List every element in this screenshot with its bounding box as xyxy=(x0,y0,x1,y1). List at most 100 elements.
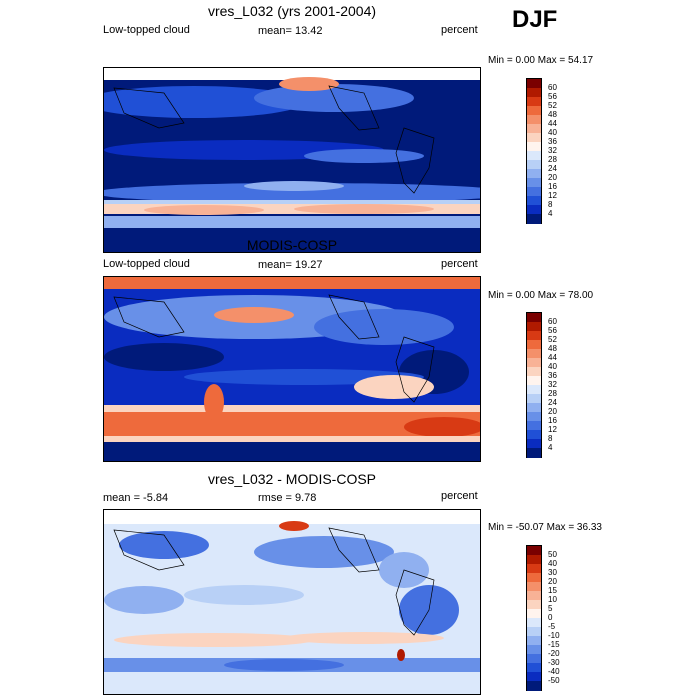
panel-2-map xyxy=(103,276,481,462)
colorbar-segment xyxy=(527,142,541,152)
colorbar-label: 48 xyxy=(548,110,557,119)
colorbar-label: 20 xyxy=(548,407,557,416)
panel-1-title: vres_L032 (yrs 2001-2004) xyxy=(207,3,377,19)
colorbar-label: 32 xyxy=(548,380,557,389)
colorbar-segment xyxy=(527,133,541,143)
colorbar-segment xyxy=(527,115,541,125)
colorbar-label: 44 xyxy=(548,353,557,362)
colorbar-segment xyxy=(527,349,541,359)
colorbar-segment xyxy=(527,79,541,89)
colorbar-segment xyxy=(527,313,541,323)
colorbar-label: 50 xyxy=(548,550,557,559)
colorbar-label: 28 xyxy=(548,389,557,398)
colorbar-segment xyxy=(527,367,541,377)
colorbar-label: 4 xyxy=(548,209,553,218)
colorbar-label: 56 xyxy=(548,326,557,335)
panel-2-title: MODIS-COSP xyxy=(246,237,338,253)
panel-2-units: percent xyxy=(441,258,478,270)
colorbar-segment xyxy=(527,582,541,592)
season-label: DJF xyxy=(512,6,558,33)
colorbar-segment xyxy=(527,178,541,188)
colorbar-label: 15 xyxy=(548,586,557,595)
colorbar-segment xyxy=(527,412,541,422)
colorbar-label: 8 xyxy=(548,200,553,209)
colorbar-segment xyxy=(527,609,541,619)
colorbar-label: 36 xyxy=(548,371,557,380)
colorbar-segment xyxy=(527,340,541,350)
colorbar-label: 4 xyxy=(548,443,553,452)
colorbar-segment xyxy=(527,430,541,440)
colorbar-segment xyxy=(527,564,541,574)
colorbar-segment xyxy=(527,618,541,628)
colorbar-label: 48 xyxy=(548,344,557,353)
panel-3-colorbar xyxy=(526,545,542,691)
colorbar-label: 40 xyxy=(548,128,557,137)
colorbar-segment xyxy=(527,636,541,646)
colorbar-segment xyxy=(527,358,541,368)
colorbar-label: 44 xyxy=(548,119,557,128)
colorbar-segment xyxy=(527,322,541,332)
panel-3-mean: mean = -5.84 xyxy=(103,492,169,504)
colorbar-segment xyxy=(527,439,541,449)
colorbar-label: 28 xyxy=(548,155,557,164)
panel-3-minmax: Min = -50.07 Max = 36.33 xyxy=(488,522,602,533)
colorbar-segment xyxy=(527,385,541,395)
colorbar-segment xyxy=(527,187,541,197)
colorbar-segment xyxy=(527,645,541,655)
colorbar-segment xyxy=(527,124,541,134)
colorbar-segment xyxy=(527,160,541,170)
colorbar-segment xyxy=(527,681,541,691)
colorbar-segment xyxy=(527,169,541,179)
colorbar-segment xyxy=(527,106,541,116)
colorbar-label: -30 xyxy=(548,658,560,667)
panel-2-mean: mean= 19.27 xyxy=(258,259,323,271)
colorbar-label: -15 xyxy=(548,640,560,649)
colorbar-segment xyxy=(527,546,541,556)
colorbar-segment xyxy=(527,627,541,637)
colorbar-segment xyxy=(527,573,541,583)
colorbar-label: 60 xyxy=(548,83,557,92)
colorbar-label: -10 xyxy=(548,631,560,640)
colorbar-label: 5 xyxy=(548,604,553,613)
colorbar-label: 10 xyxy=(548,595,557,604)
colorbar-segment xyxy=(527,97,541,107)
panel-3-units: percent xyxy=(441,490,478,502)
colorbar-segment xyxy=(527,205,541,215)
panel-3-title: vres_L032 - MODIS-COSP xyxy=(207,471,377,487)
colorbar-label: 0 xyxy=(548,613,553,622)
colorbar-label: 60 xyxy=(548,317,557,326)
colorbar-segment xyxy=(527,394,541,404)
panel-3-rmse: rmse = 9.78 xyxy=(258,492,317,504)
colorbar-segment xyxy=(527,663,541,673)
colorbar-segment xyxy=(527,654,541,664)
colorbar-label: 40 xyxy=(548,362,557,371)
colorbar-label: 56 xyxy=(548,92,557,101)
colorbar-label: 52 xyxy=(548,101,557,110)
colorbar-label: 40 xyxy=(548,559,557,568)
colorbar-segment xyxy=(527,403,541,413)
colorbar-segment xyxy=(527,331,541,341)
panel-1-mean: mean= 13.42 xyxy=(258,25,323,37)
colorbar-label: 24 xyxy=(548,398,557,407)
colorbar-label: -50 xyxy=(548,676,560,685)
panel-1-colorbar xyxy=(526,78,542,224)
colorbar-segment xyxy=(527,88,541,98)
panel-1-variable-label: Low-topped cloud xyxy=(103,24,190,36)
colorbar-label: 12 xyxy=(548,425,557,434)
panel-1-map xyxy=(103,67,481,253)
panel-2-minmax: Min = 0.00 Max = 78.00 xyxy=(488,290,594,301)
colorbar-label: 30 xyxy=(548,568,557,577)
colorbar-segment xyxy=(527,214,541,224)
colorbar-label: -5 xyxy=(548,622,556,631)
colorbar-label: 32 xyxy=(548,146,557,155)
colorbar-segment xyxy=(527,448,541,458)
colorbar-label: 16 xyxy=(548,182,557,191)
colorbar-segment xyxy=(527,196,541,206)
colorbar-label: -40 xyxy=(548,667,560,676)
colorbar-label: -20 xyxy=(548,649,560,658)
panel-2-variable-label: Low-topped cloud xyxy=(103,258,190,270)
colorbar-segment xyxy=(527,376,541,386)
panel-1-minmax: Min = 0.00 Max = 54.17 xyxy=(488,55,594,66)
colorbar-label: 16 xyxy=(548,416,557,425)
colorbar-segment xyxy=(527,672,541,682)
